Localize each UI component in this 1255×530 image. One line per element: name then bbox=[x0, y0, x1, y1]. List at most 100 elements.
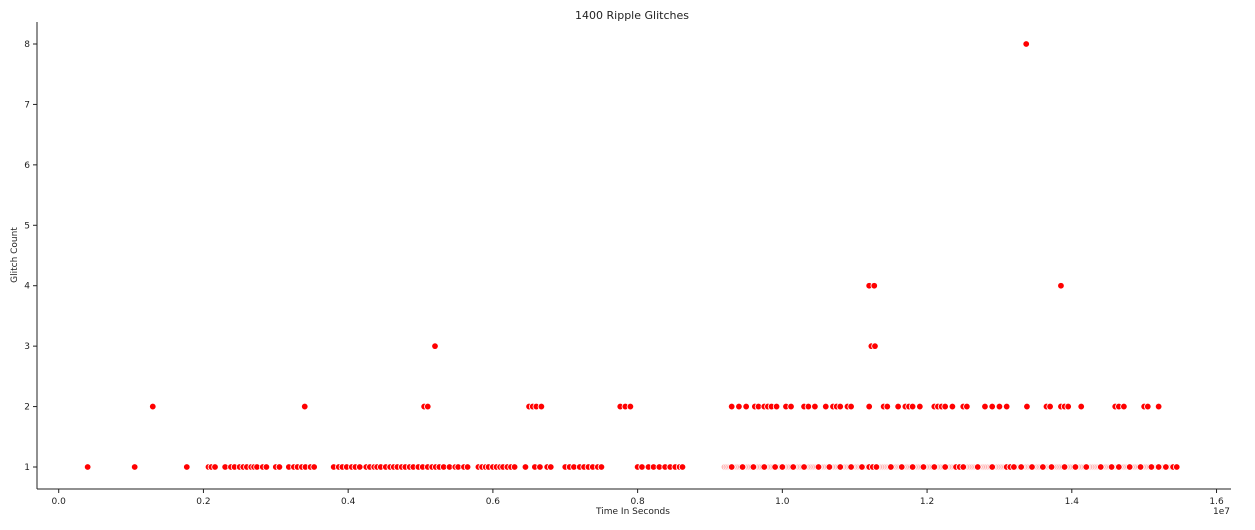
data-point bbox=[1077, 402, 1085, 411]
x-tick-label: 0.4 bbox=[341, 497, 356, 507]
x-tick-label: 0.2 bbox=[196, 497, 210, 507]
data-point bbox=[262, 463, 271, 471]
data-point bbox=[963, 402, 971, 411]
data-point bbox=[988, 402, 996, 411]
x-tick-label: 1.6 bbox=[1209, 497, 1224, 507]
data-point bbox=[537, 402, 546, 411]
data-point bbox=[301, 402, 309, 411]
data-point bbox=[1060, 463, 1069, 471]
data-points bbox=[83, 40, 1181, 471]
data-point bbox=[727, 463, 736, 471]
data-point bbox=[908, 402, 917, 411]
data-point bbox=[1010, 463, 1018, 471]
data-point bbox=[872, 463, 881, 471]
data-point bbox=[871, 342, 879, 350]
data-point bbox=[1064, 402, 1072, 411]
y-tick-label: 1 bbox=[24, 463, 30, 473]
data-point bbox=[959, 463, 967, 471]
data-point bbox=[847, 402, 855, 411]
data-point bbox=[130, 463, 139, 471]
data-point bbox=[898, 463, 906, 471]
data-point bbox=[825, 463, 834, 471]
data-point bbox=[1097, 463, 1105, 471]
data-point bbox=[1173, 463, 1181, 471]
data-point bbox=[547, 463, 555, 471]
data-point bbox=[1039, 463, 1047, 471]
y-tick-label: 2 bbox=[24, 403, 30, 413]
x-offset-label: 1e7 bbox=[1213, 507, 1230, 517]
data-point bbox=[1022, 40, 1030, 48]
data-point bbox=[727, 402, 736, 411]
x-tick-label: 0.0 bbox=[52, 497, 67, 507]
data-point bbox=[1154, 463, 1163, 471]
chart-title: 1400 Ripple Glitches bbox=[575, 9, 689, 22]
data-point bbox=[772, 402, 781, 411]
data-point bbox=[941, 463, 949, 471]
data-point bbox=[149, 402, 157, 411]
data-point bbox=[749, 463, 758, 471]
data-point bbox=[1023, 402, 1031, 411]
data-point bbox=[211, 463, 219, 471]
data-point bbox=[800, 463, 808, 471]
data-point bbox=[822, 402, 830, 411]
x-tick-label: 0.6 bbox=[486, 497, 501, 507]
x-ticks: 0.0 0.2 0.4 0.6 0.8 1.0 1.2 1.4 1.6 bbox=[52, 489, 1224, 507]
data-point bbox=[894, 402, 902, 411]
data-point bbox=[735, 402, 743, 411]
data-point bbox=[1047, 463, 1056, 471]
data-point bbox=[836, 463, 844, 471]
data-point bbox=[356, 463, 364, 471]
x-tick-label: 1.4 bbox=[1065, 497, 1080, 507]
data-point bbox=[811, 402, 819, 411]
data-point bbox=[814, 463, 823, 471]
data-point bbox=[787, 402, 795, 411]
data-point bbox=[930, 463, 939, 471]
y-tick-label: 7 bbox=[24, 100, 30, 110]
y-ticks: 1 2 3 4 5 6 7 8 bbox=[24, 40, 37, 473]
data-point bbox=[275, 463, 284, 471]
data-point bbox=[183, 463, 191, 471]
data-point bbox=[597, 463, 606, 471]
data-point bbox=[981, 402, 989, 411]
data-point bbox=[310, 463, 318, 471]
data-point bbox=[626, 402, 635, 411]
data-point bbox=[1144, 402, 1152, 411]
data-point bbox=[836, 402, 844, 411]
data-point bbox=[431, 342, 439, 350]
data-point bbox=[521, 463, 530, 471]
data-point bbox=[948, 402, 957, 411]
data-point bbox=[1120, 402, 1128, 411]
data-point bbox=[1002, 402, 1011, 411]
data-point bbox=[83, 463, 92, 471]
data-point bbox=[1154, 402, 1163, 411]
data-point bbox=[742, 402, 750, 411]
data-point bbox=[1115, 463, 1123, 471]
data-point bbox=[678, 463, 687, 471]
data-point bbox=[1028, 463, 1036, 471]
x-tick-label: 1.2 bbox=[920, 497, 934, 507]
data-point bbox=[789, 463, 797, 471]
data-point bbox=[847, 463, 855, 471]
data-point bbox=[1082, 463, 1090, 471]
data-point bbox=[510, 463, 519, 471]
data-point bbox=[1147, 463, 1156, 471]
data-point bbox=[738, 463, 747, 471]
data-point bbox=[883, 402, 891, 411]
data-point bbox=[1136, 463, 1145, 471]
data-point bbox=[463, 463, 472, 471]
data-point bbox=[858, 463, 866, 471]
x-tick-label: 1.0 bbox=[775, 497, 790, 507]
data-point bbox=[760, 463, 768, 471]
y-tick-label: 4 bbox=[24, 282, 30, 292]
data-point bbox=[1162, 463, 1170, 471]
y-tick-label: 3 bbox=[24, 342, 30, 352]
y-tick-label: 6 bbox=[24, 161, 30, 171]
data-point bbox=[941, 402, 949, 411]
x-axis-title: Time In Seconds bbox=[595, 507, 670, 517]
data-point bbox=[974, 463, 982, 471]
data-point bbox=[865, 402, 873, 411]
data-point bbox=[1046, 402, 1054, 411]
data-point bbox=[988, 463, 996, 471]
data-point bbox=[870, 282, 878, 290]
